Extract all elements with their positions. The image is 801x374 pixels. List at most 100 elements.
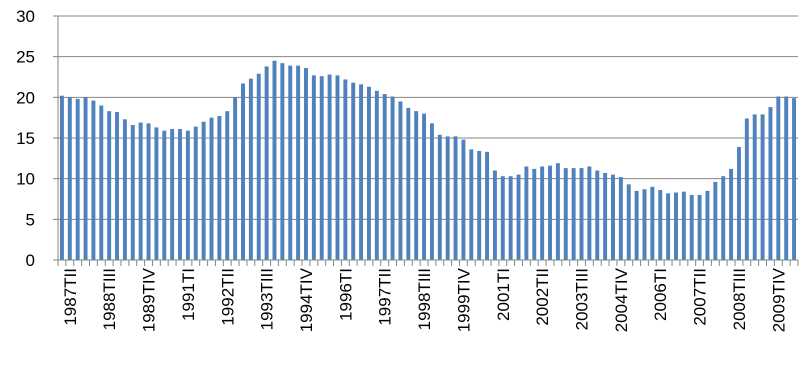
bar bbox=[398, 101, 403, 261]
bar bbox=[658, 190, 663, 260]
y-tick-label: 10 bbox=[16, 170, 35, 189]
bar bbox=[241, 83, 245, 260]
bar bbox=[406, 107, 411, 260]
bar bbox=[185, 130, 190, 260]
bar bbox=[193, 126, 198, 260]
bar bbox=[642, 189, 647, 260]
bar bbox=[248, 78, 253, 260]
x-tick-label: 1987TII bbox=[61, 268, 80, 326]
bar bbox=[225, 111, 230, 260]
x-tick-label: 1989TIV bbox=[140, 267, 159, 332]
bar bbox=[304, 68, 308, 260]
x-tick-label: 2001TI bbox=[494, 268, 513, 321]
bar bbox=[548, 165, 552, 260]
bar bbox=[280, 63, 285, 260]
y-tick-label: 5 bbox=[26, 210, 35, 229]
bar bbox=[618, 177, 623, 260]
x-tick-label: 2009TIV bbox=[769, 267, 788, 332]
x-tick-label: 2008TIII bbox=[730, 268, 749, 330]
bar bbox=[721, 176, 726, 260]
bar bbox=[760, 114, 765, 260]
bar bbox=[233, 97, 238, 260]
bar bbox=[736, 146, 741, 260]
bar bbox=[563, 168, 568, 260]
bar bbox=[666, 193, 671, 260]
bar bbox=[311, 75, 316, 260]
bar-series bbox=[59, 60, 797, 261]
x-tick-label: 2002TII bbox=[533, 268, 552, 326]
x-tick-label: 1997TII bbox=[376, 268, 395, 326]
bar bbox=[532, 168, 537, 260]
bar bbox=[335, 75, 340, 260]
x-tick-label: 2007TII bbox=[691, 268, 710, 326]
bar bbox=[477, 151, 482, 260]
x-tick-label: 2006TI bbox=[651, 268, 670, 321]
bar bbox=[500, 176, 505, 260]
bar bbox=[343, 79, 348, 260]
bar bbox=[201, 121, 206, 260]
bar bbox=[461, 139, 466, 260]
bar bbox=[296, 65, 301, 260]
gridlines bbox=[58, 15, 798, 220]
bar bbox=[579, 168, 584, 260]
bar bbox=[768, 107, 773, 261]
x-tick-label: 1992TII bbox=[218, 268, 237, 326]
bar bbox=[359, 84, 364, 260]
bar bbox=[492, 170, 497, 260]
y-tick-label: 20 bbox=[16, 88, 35, 107]
bar bbox=[264, 66, 269, 260]
bar bbox=[776, 96, 781, 261]
bar bbox=[705, 190, 710, 260]
bar bbox=[508, 176, 513, 260]
bar bbox=[122, 119, 127, 260]
bar bbox=[162, 130, 167, 260]
bar bbox=[99, 105, 104, 260]
bar bbox=[445, 136, 450, 260]
x-tick-label: 1994TIV bbox=[297, 267, 316, 332]
bar bbox=[366, 86, 371, 260]
bar bbox=[469, 149, 474, 260]
bar bbox=[138, 122, 143, 261]
x-tick-label: 2004TIV bbox=[612, 267, 631, 332]
bar bbox=[288, 65, 293, 260]
bar bbox=[540, 166, 545, 260]
bar bbox=[729, 168, 734, 260]
y-tick-label: 25 bbox=[16, 48, 35, 67]
bar bbox=[382, 94, 387, 260]
bar bbox=[555, 163, 560, 260]
bar bbox=[595, 170, 600, 260]
bar bbox=[485, 151, 490, 260]
bar bbox=[571, 168, 576, 260]
bar bbox=[59, 95, 64, 260]
bar bbox=[674, 192, 678, 260]
bar bbox=[611, 174, 615, 260]
bar bbox=[752, 114, 757, 260]
x-tick-label: 1996TI bbox=[336, 268, 355, 321]
x-tick-label: 1993TIII bbox=[258, 268, 277, 330]
bar bbox=[154, 127, 159, 260]
x-tick-label: 1998TIII bbox=[415, 268, 434, 330]
bar bbox=[697, 194, 702, 260]
bar bbox=[374, 90, 379, 261]
bar bbox=[390, 96, 395, 261]
bar bbox=[744, 118, 749, 260]
bar bbox=[83, 97, 88, 260]
bar bbox=[524, 166, 529, 260]
bar bbox=[650, 186, 655, 260]
bar bbox=[178, 129, 182, 260]
axes bbox=[53, 15, 799, 266]
bar bbox=[453, 136, 458, 260]
bar bbox=[170, 129, 175, 260]
bar bbox=[422, 113, 427, 260]
bar bbox=[327, 74, 332, 260]
bar bbox=[146, 123, 151, 260]
x-tick-label: 1988TIII bbox=[100, 268, 119, 330]
y-tick-label: 0 bbox=[26, 251, 35, 270]
bar bbox=[784, 96, 789, 261]
bar bbox=[626, 184, 631, 260]
y-tick-label: 30 bbox=[16, 7, 35, 26]
bar bbox=[414, 111, 419, 260]
bar bbox=[115, 111, 120, 261]
bar bbox=[272, 60, 277, 260]
